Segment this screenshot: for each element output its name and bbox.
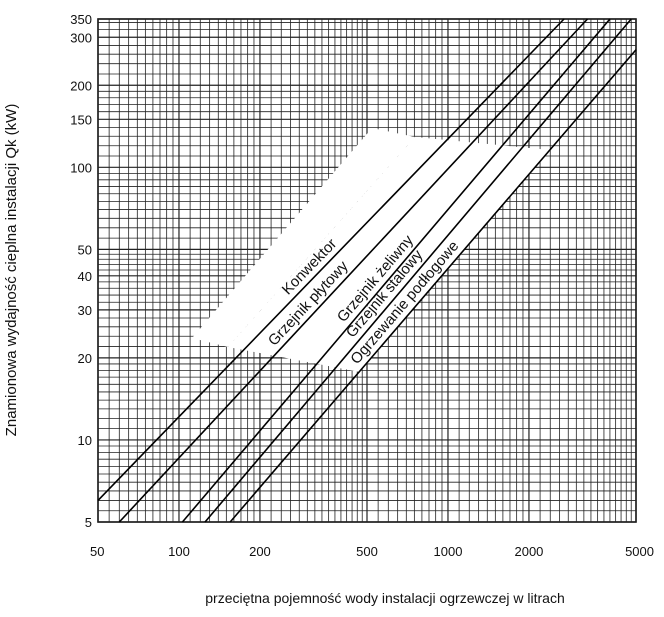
x-axis-label: przeciętna pojemność wody instalacji ogr… <box>205 590 565 606</box>
label-band <box>192 128 415 347</box>
y-tick-label: 200 <box>70 78 92 93</box>
y-tick-label: 10 <box>78 433 92 448</box>
series-line-2 <box>118 18 589 523</box>
y-tick-label: 150 <box>70 112 92 127</box>
x-tick-label: 500 <box>356 544 378 559</box>
y-axis-label: Znamionowa wydajność cieplna instalacji … <box>3 104 20 437</box>
y-tick-label: 300 <box>70 30 92 45</box>
x-tick-label: 200 <box>249 544 271 559</box>
series-line-4 <box>204 18 632 523</box>
y-tick-label: 20 <box>78 351 92 366</box>
y-tick-label: 40 <box>78 269 92 284</box>
y-tick-label: 350 <box>70 12 92 27</box>
x-tick-label: 1000 <box>434 544 463 559</box>
x-tick-label: 100 <box>168 544 190 559</box>
y-tick-label: 100 <box>70 160 92 175</box>
y-tick-label: 30 <box>78 303 92 318</box>
y-tick-label: 5 <box>85 515 92 530</box>
series-line-1 <box>97 18 565 501</box>
x-tick-label: 2000 <box>514 544 543 559</box>
series-line-3 <box>181 18 611 523</box>
y-tick-label: 50 <box>78 242 92 257</box>
x-tick-label: 5000 <box>625 544 654 559</box>
grid <box>97 18 637 523</box>
tick-labels: 50 100 200 500 1000 2000 5000 5 10 20 30 40 50 100 150… <box>70 12 654 559</box>
series-line-5 <box>229 49 637 523</box>
series-lines <box>97 18 637 523</box>
label-band <box>228 137 550 372</box>
x-tick-label: 50 <box>90 544 104 559</box>
